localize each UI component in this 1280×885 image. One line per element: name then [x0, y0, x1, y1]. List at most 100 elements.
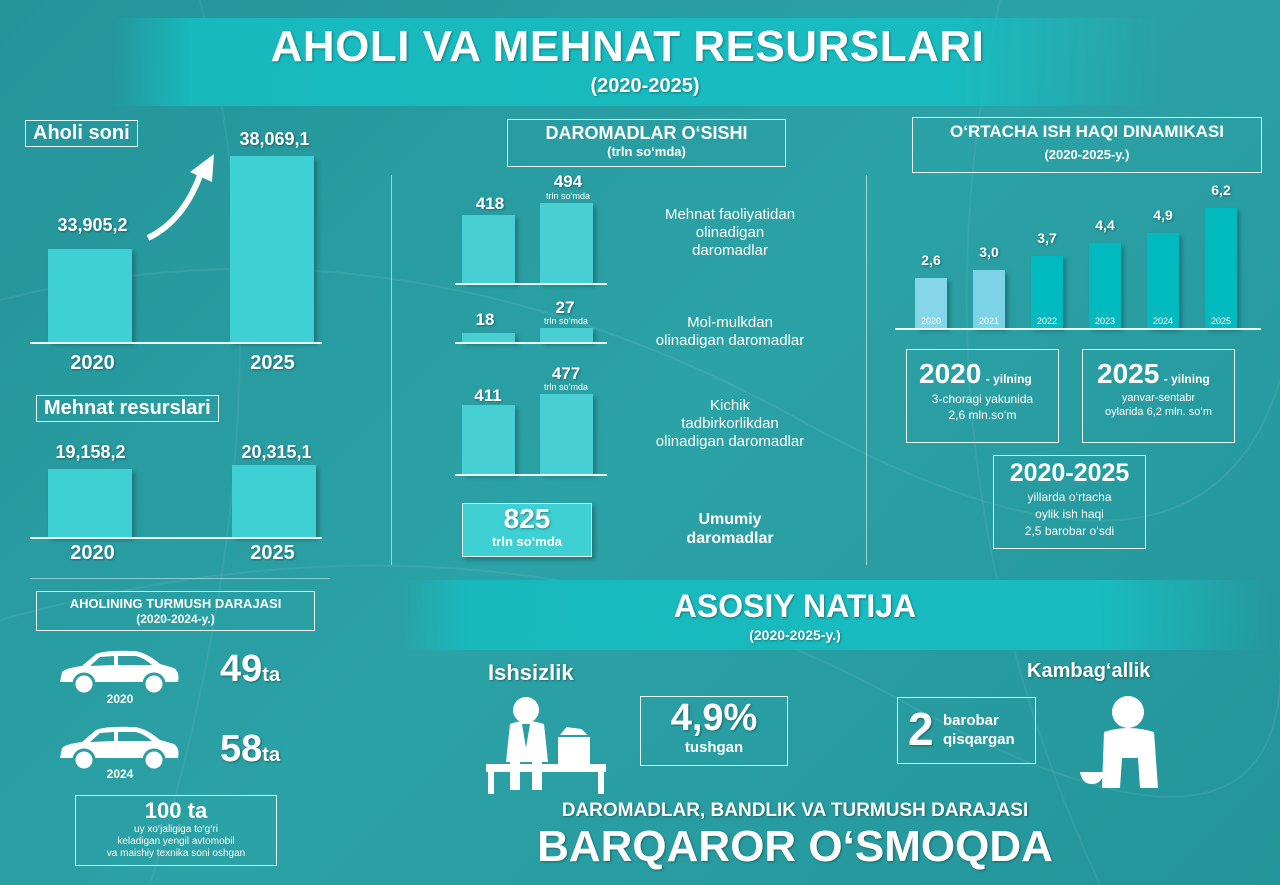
- column-divider-2: [866, 175, 867, 565]
- income-g2-unit: trln so‘mda: [543, 316, 588, 326]
- income-total-value: 825: [503, 503, 551, 534]
- wage-axis: [895, 328, 1261, 330]
- wage-box-range-line2: oylik ish haqi: [1035, 507, 1104, 521]
- wage-box-2020-suffix: - yilning: [985, 372, 1032, 386]
- living-summary-line1: uy xo‘jaligiga to‘g‘ri: [134, 824, 218, 835]
- results-banner: [400, 580, 1270, 650]
- population-label: Aholi soni: [25, 120, 138, 147]
- income-g1-v1: 418: [475, 194, 505, 213]
- population-2025-value: 38,069,1: [239, 129, 310, 149]
- income-g2-label-l2: olinadigan daromadlar: [655, 332, 805, 349]
- wage-box-2020: 2020 - yilning 3-choragi yakunida 2,6 ml…: [906, 349, 1059, 443]
- income-g2-bar-2020: [462, 332, 515, 342]
- income-g1-bar-2020: [462, 215, 515, 283]
- wage-box-2020-line1: 3-choragi yakunida: [931, 392, 1034, 406]
- wage-box-2025-year: 2025: [1097, 358, 1160, 389]
- wage-bar-2022: [1031, 256, 1063, 328]
- unemployed-person-icon: [486, 697, 606, 794]
- poverty-line1: barobar: [943, 712, 999, 729]
- poverty-value: 2: [908, 703, 934, 755]
- car-count-2020-value: 49: [220, 648, 263, 690]
- population-bar-2025: [230, 156, 314, 342]
- unemployment-caption: tushgan: [684, 739, 744, 756]
- labor-year-2025: 2025: [250, 542, 295, 564]
- income-g2-label: Mol-mulkdan olinadigan daromadlar: [620, 314, 840, 350]
- wage-box-2020-line2: 2,6 mln.so‘m: [948, 408, 1017, 422]
- labor-label: Mehnat resurslari: [36, 395, 219, 422]
- results-title: ASOSIY NATIJA: [673, 588, 917, 624]
- income-g1-unit: trln so‘mda: [545, 191, 590, 201]
- income-total-label-l2: daromadlar: [686, 530, 774, 547]
- labor-2020-value: 19,158,2: [55, 442, 126, 462]
- population-axis: [30, 342, 322, 344]
- car-count-2024: 58ta: [220, 728, 280, 771]
- wage-value-2025: 6,2: [1211, 182, 1231, 198]
- income-g1-label-l2: olinadigan: [695, 224, 765, 241]
- wage-title: O‘RTACHA ISH HAQI DINAMIKASI: [950, 122, 1224, 141]
- income-g2-v1: 18: [475, 310, 495, 329]
- unemployment-value: 4,9%: [670, 697, 758, 739]
- income-g1-bar-2025: [540, 203, 593, 283]
- income-g3-label-l1: Kichik: [709, 397, 750, 414]
- income-total-unit: trln so‘mda: [491, 534, 563, 549]
- left-divider: [30, 578, 330, 579]
- wage-box-2025-suffix: - yilning: [1163, 372, 1210, 386]
- living-title: AHOLINING TURMUSH DARAJASI: [69, 596, 282, 611]
- income-title-box: DAROMADLAR O‘SISHI (trln so‘mda): [507, 119, 786, 167]
- poverty-label: Kambag‘allik: [1027, 660, 1151, 682]
- wage-value-2021: 3,0: [979, 243, 999, 260]
- living-summary-line2: keladigan yengil avtomobil: [117, 836, 235, 847]
- wage-bar-2025: [1205, 208, 1237, 328]
- population-2020-value: 33,905,2: [57, 215, 128, 235]
- income-subtitle: (trln so‘mda): [607, 144, 686, 159]
- income-total-label-l1: Umumiy: [698, 511, 762, 528]
- living-summary-line3: va maishiy texnika soni oshgan: [106, 848, 246, 859]
- wage-bar-2023: [1089, 242, 1121, 328]
- wage-box-range-line1: yillarda o‘rtacha: [1027, 490, 1112, 504]
- income-g2-axis: [455, 342, 607, 344]
- unemployment-label: Ishsizlik: [488, 660, 574, 685]
- car-count-2024-value: 58: [220, 728, 263, 770]
- car-year-2024: 2024: [106, 767, 134, 781]
- income-g3-label-l3: olinadigan daromadlar: [655, 433, 805, 450]
- income-g3-axis: [455, 474, 607, 476]
- footer-line1: DAROMADLAR, BANDLIK VA TURMUSH DARAJASI: [561, 800, 1029, 821]
- income-g2-v2: 27: [555, 298, 575, 317]
- wage-box-range-years: 2020-2025: [1009, 459, 1130, 487]
- wage-box-2025: 2025 - yilning yanvar-sentabr oylarida 6…: [1082, 349, 1235, 443]
- car-count-2020-unit: ta: [262, 664, 281, 686]
- income-g1-label-l3: daromadlar: [692, 242, 768, 259]
- wage-bar-2020: [915, 277, 947, 328]
- living-summary-value: 100 ta: [144, 798, 208, 823]
- wage-value-2022: 3,7: [1037, 230, 1057, 247]
- wage-value-2023: 4,4: [1095, 216, 1115, 233]
- income-g3-label: Kichik tadbirkorlikdan olinadigan daroma…: [620, 397, 840, 451]
- wage-period: (2020-2025-y.): [1044, 147, 1130, 162]
- labor-year-2020: 2020: [70, 542, 115, 564]
- page-period: (2020-2025): [590, 75, 700, 97]
- wage-title-box: O‘RTACHA ISH HAQI DINAMIKASI (2020-2025-…: [912, 117, 1262, 173]
- wage-year-2022: 2022: [1036, 316, 1058, 326]
- population-bar-2020: [48, 249, 132, 342]
- labor-bar-2025: [232, 465, 316, 537]
- income-g1-label-l1: Mehnat faoliyatidan: [664, 206, 796, 223]
- car-year-2020: 2020: [106, 692, 134, 706]
- header-banner: [110, 18, 1160, 106]
- wage-box-range: 2020-2025 yillarda o‘rtacha oylik ish ha…: [993, 455, 1146, 549]
- wage-box-range-line3: 2,5 barobar o‘sdi: [1024, 524, 1115, 538]
- income-g1-label: Mehnat faoliyatidan olinadigan daromadla…: [620, 206, 840, 260]
- income-g3-label-l2: tadbirkorlikdan: [681, 415, 779, 432]
- page-title: AHOLI VA MEHNAT RESURSLARI: [270, 22, 985, 71]
- growth-arrow-icon: [146, 154, 214, 241]
- poverty-person-icon: [1080, 696, 1158, 788]
- poverty-line2: qisqargan: [943, 731, 1015, 748]
- income-g3-unit: trln so‘mda: [543, 382, 588, 392]
- labor-axis: [30, 537, 322, 539]
- unemployment-box: 4,9% tushgan: [640, 696, 788, 766]
- income-g3-bar-2025: [540, 394, 593, 474]
- wage-box-2025-line2: oylarida 6,2 mln. so‘m: [1105, 406, 1212, 418]
- income-g3-v1: 411: [474, 386, 502, 405]
- income-g3-bar-2020: [462, 405, 515, 474]
- income-g1-v2: 494: [553, 172, 583, 191]
- wage-year-2023: 2023: [1094, 316, 1116, 326]
